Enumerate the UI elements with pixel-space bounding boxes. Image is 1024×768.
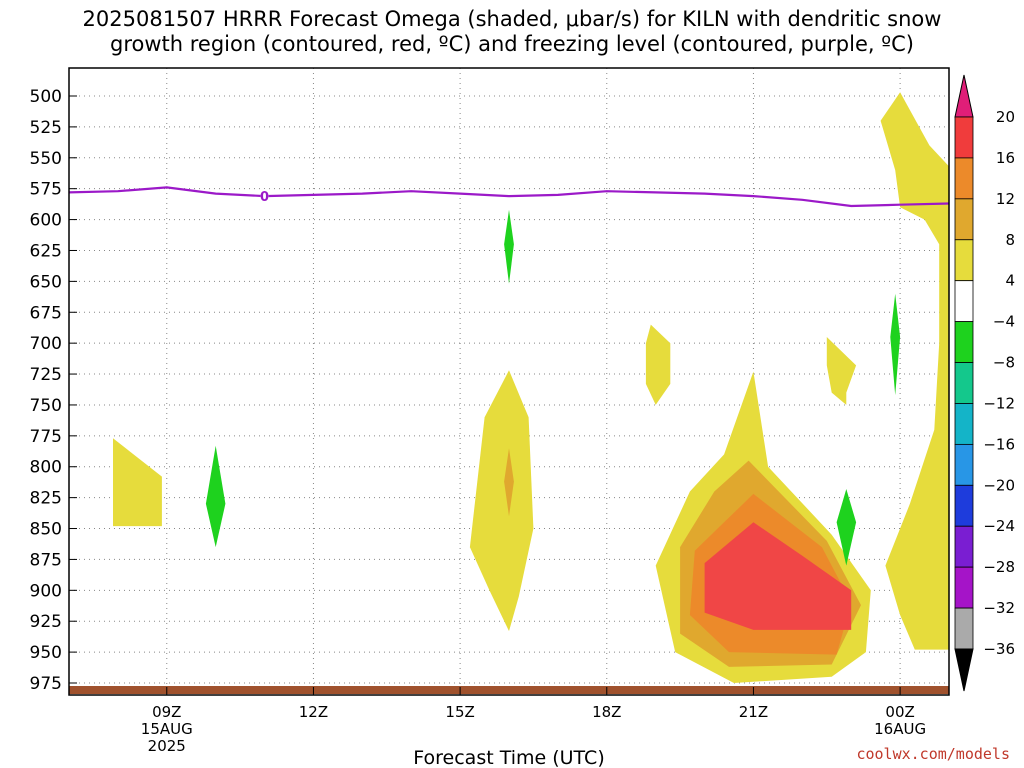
colorbar-label: 8: [1005, 231, 1015, 249]
credit-text: coolwx.com/models: [856, 745, 1010, 763]
colorbar-bottom-triangle: [954, 648, 974, 692]
y-axis: 500 525 550 575 600 625 650 675 700 725 750 775 800 8…: [30, 87, 77, 694]
x-axis-title: Forecast Time (UTC): [413, 747, 604, 768]
colorbar-label: −32: [983, 599, 1015, 617]
omega-shading: [113, 92, 949, 683]
omega-region-red: [704, 522, 852, 630]
y-tick-label: 775: [30, 427, 62, 447]
y-tick-label: 825: [30, 489, 62, 509]
y-tick-label: 700: [30, 334, 62, 354]
colorbar-segment: [954, 607, 974, 650]
y-tick-label: 625: [30, 241, 62, 261]
colorbar-segment: [954, 566, 974, 609]
y-tick-label: 500: [30, 87, 62, 107]
colorbar-segment: [954, 443, 974, 486]
colorbar-segment: [954, 239, 974, 282]
ground-strip: [69, 686, 949, 694]
y-tick-label: 725: [30, 365, 62, 385]
x-tick-label: 09Z: [152, 703, 181, 721]
freezing-level: 0: [68, 186, 950, 208]
y-tick-label: 550: [30, 149, 62, 169]
x-tick-label: 12Z: [299, 703, 328, 721]
x-tick-date: 16AUG: [874, 720, 926, 738]
colorbar-label: −12: [983, 394, 1015, 412]
y-tick-label: 875: [30, 550, 62, 570]
y-tick-label: 750: [30, 396, 62, 416]
colorbar: 20 16 12 8 4 −4 −8 −12 −16 −20 −24 −28 −32 −36: [954, 74, 1015, 692]
colorbar-label: 20: [996, 108, 1015, 126]
y-tick-label: 950: [30, 643, 62, 663]
y-tick-label: 600: [30, 211, 62, 231]
y-tick-label: 975: [30, 674, 62, 694]
colorbar-label: −16: [983, 435, 1015, 453]
colorbar-label: −36: [983, 640, 1015, 658]
omega-region-yellow: [880, 92, 949, 650]
plot-frame: [68, 67, 950, 696]
colorbar-label: −8: [993, 354, 1015, 372]
colorbar-segment: [954, 484, 974, 527]
chart-title-line-1: 2025081507 HRRR Forecast Omega (shaded, …: [83, 7, 942, 31]
x-tick-year: 2025: [148, 737, 186, 755]
omega-region-green: [504, 209, 514, 284]
colorbar-segment: [954, 362, 974, 404]
x-tick-label: 15Z: [445, 703, 474, 721]
y-tick-label: 675: [30, 303, 62, 323]
omega-region-yellow: [469, 370, 534, 632]
omega-region-yellow: [826, 337, 857, 405]
y-tick-label: 800: [30, 458, 62, 478]
colorbar-segment: [954, 525, 974, 568]
omega-region-green: [836, 489, 857, 566]
x-tick-label: 18Z: [592, 703, 621, 721]
x-tick-label: 21Z: [739, 703, 768, 721]
colorbar-label: 16: [996, 149, 1015, 167]
freezing-level-label: 0: [260, 190, 269, 205]
colorbar-label: −24: [983, 517, 1015, 535]
freezing-level-line: [68, 186, 950, 208]
y-tick-label: 900: [30, 581, 62, 601]
colorbar-segment: [954, 280, 974, 323]
colorbar-segment: [954, 157, 974, 200]
colorbar-top-triangle: [954, 74, 974, 118]
y-tick-label: 525: [30, 118, 62, 138]
chart-title-line-2: growth region (contoured, red, ºC) and f…: [110, 32, 914, 56]
x-tick-date: 15AUG: [141, 720, 193, 738]
omega-region-green: [205, 445, 226, 548]
colorbar-label: −4: [993, 313, 1015, 331]
colorbar-label: 4: [1005, 272, 1015, 290]
omega-region-yellow: [113, 438, 162, 527]
y-tick-label: 575: [30, 180, 62, 200]
x-tick-label: 00Z: [885, 703, 914, 721]
colorbar-segment: [954, 116, 974, 159]
omega-region-green: [890, 293, 901, 396]
omega-region-gold: [504, 448, 514, 517]
colorbar-segment: [954, 403, 974, 445]
colorbar-segment: [954, 198, 974, 241]
colorbar-label: −20: [983, 476, 1015, 494]
colorbar-label: −28: [983, 558, 1015, 576]
freezing-level-label-bg: [260, 189, 269, 203]
colorbar-label: 12: [996, 190, 1015, 208]
y-tick-label: 925: [30, 612, 62, 632]
omega-region-yellow: [645, 324, 671, 405]
y-tick-label: 650: [30, 272, 62, 292]
colorbar-segment: [954, 321, 974, 363]
y-tick-label: 850: [30, 520, 62, 540]
